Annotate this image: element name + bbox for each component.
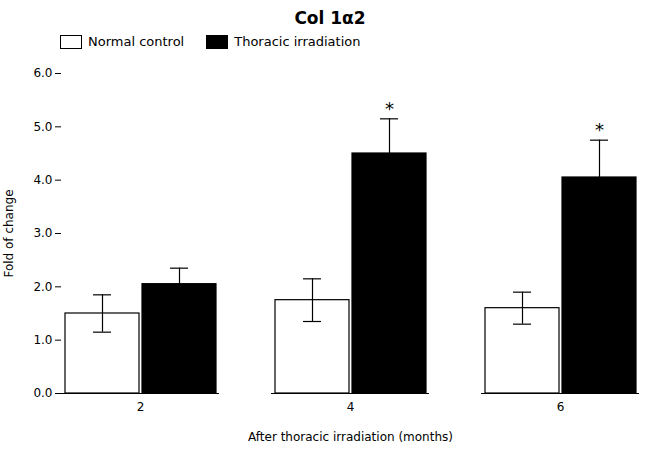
svg-text:4.0: 4.0 (33, 173, 52, 187)
svg-text:*: * (595, 119, 604, 140)
svg-text:3.0: 3.0 (33, 226, 52, 240)
svg-text:6: 6 (557, 400, 565, 414)
svg-text:4: 4 (347, 400, 355, 414)
html-text:Col 1α2: Col 1α2 (294, 8, 366, 28)
svg-text:Fold of change: Fold of change (2, 189, 16, 277)
svg-text:6.0: 6.0 (33, 66, 52, 80)
svg-text:5.0: 5.0 (33, 120, 52, 134)
svg-text:2.0: 2.0 (33, 280, 52, 294)
svg-text:1.0: 1.0 (33, 333, 52, 347)
svg-text:After thoracic irradiation (mo: After thoracic irradiation (months) (248, 430, 453, 444)
html-text:Thoracic irradiation: Thoracic irradiation (234, 34, 361, 49)
svg-text:*: * (385, 98, 394, 119)
svg-text:0.0: 0.0 (33, 386, 52, 400)
html-text:Normal control: Normal control (88, 34, 185, 49)
svg-text:2: 2 (137, 400, 145, 414)
